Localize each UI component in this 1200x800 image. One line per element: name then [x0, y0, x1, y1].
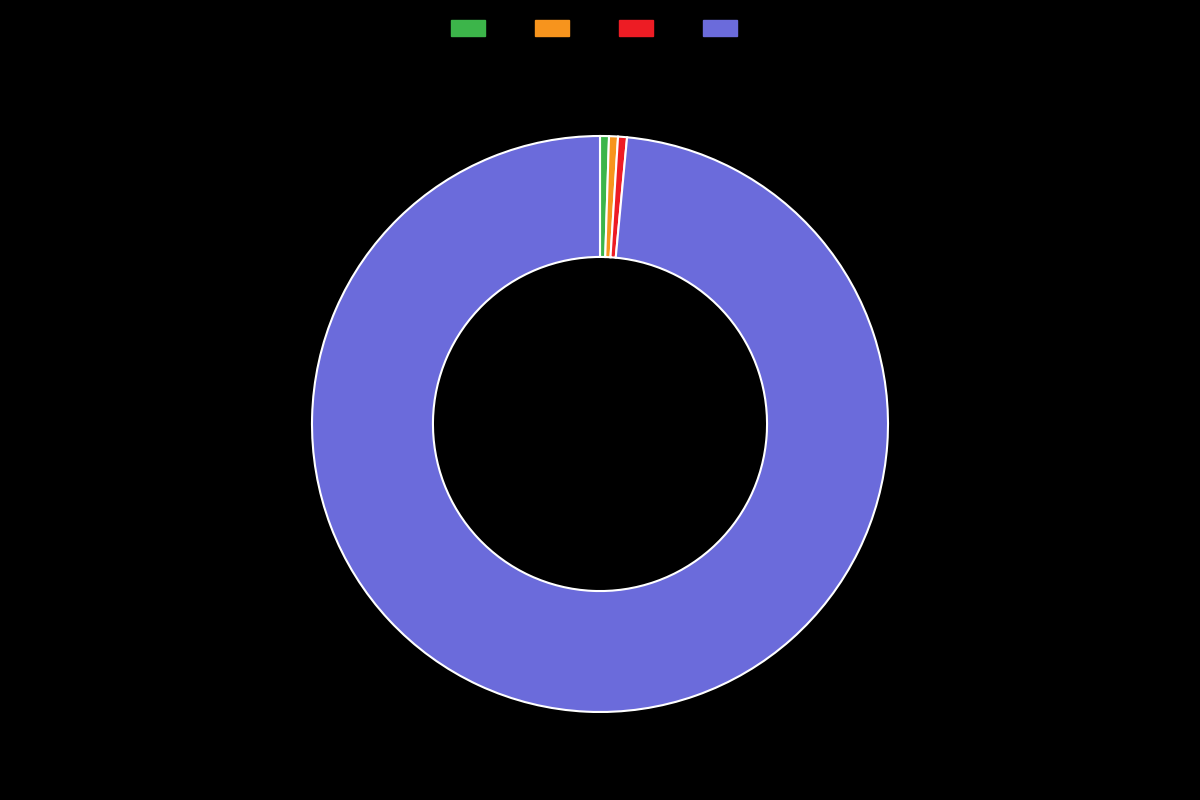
Wedge shape: [605, 136, 618, 258]
Legend: , , , : , , ,: [445, 14, 755, 42]
Wedge shape: [611, 137, 628, 258]
Wedge shape: [312, 136, 888, 712]
Wedge shape: [600, 136, 610, 257]
